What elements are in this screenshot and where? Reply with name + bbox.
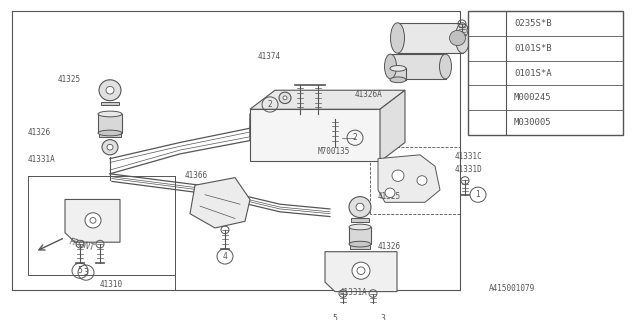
Text: 41331D: 41331D <box>455 164 483 173</box>
Bar <box>351 219 369 222</box>
Text: 0101S*A: 0101S*A <box>514 68 552 78</box>
Text: 1: 1 <box>484 19 490 28</box>
Bar <box>468 12 623 135</box>
Text: 41310A: 41310A <box>408 73 436 82</box>
Text: 3: 3 <box>484 68 490 78</box>
Circle shape <box>106 86 114 94</box>
Bar <box>99 133 121 137</box>
Bar <box>349 227 371 244</box>
Text: 41374: 41374 <box>258 52 281 61</box>
Polygon shape <box>325 252 397 292</box>
Text: 0101S*B: 0101S*B <box>514 44 552 53</box>
Circle shape <box>392 170 404 181</box>
Text: 3: 3 <box>381 314 385 320</box>
Ellipse shape <box>98 111 122 117</box>
Polygon shape <box>378 155 440 202</box>
Polygon shape <box>65 199 120 242</box>
Text: 41331C: 41331C <box>455 152 483 161</box>
Polygon shape <box>250 90 405 109</box>
Ellipse shape <box>349 224 371 230</box>
Circle shape <box>85 213 101 228</box>
Text: 5: 5 <box>484 118 490 127</box>
Ellipse shape <box>390 66 406 71</box>
Circle shape <box>107 144 113 150</box>
Text: A415001079: A415001079 <box>489 284 535 292</box>
Circle shape <box>349 196 371 218</box>
Text: 1: 1 <box>476 190 481 199</box>
Circle shape <box>385 188 395 197</box>
Ellipse shape <box>98 130 122 136</box>
Text: 41326A: 41326A <box>355 91 383 100</box>
Text: 41325: 41325 <box>58 75 81 84</box>
Text: 41366: 41366 <box>185 171 208 180</box>
Text: 5: 5 <box>333 314 337 320</box>
Polygon shape <box>380 90 405 162</box>
Circle shape <box>449 30 465 45</box>
Text: 41325: 41325 <box>378 192 401 201</box>
Bar <box>350 245 370 249</box>
Text: 2: 2 <box>484 44 490 53</box>
Text: 41326: 41326 <box>378 243 401 252</box>
Text: 41331A: 41331A <box>28 155 56 164</box>
Circle shape <box>356 203 364 211</box>
Circle shape <box>99 80 121 101</box>
Polygon shape <box>250 109 380 162</box>
Polygon shape <box>190 178 250 228</box>
Circle shape <box>417 176 427 185</box>
Bar <box>390 68 406 80</box>
Text: 4: 4 <box>223 252 227 261</box>
Circle shape <box>352 262 370 279</box>
Text: M030005: M030005 <box>514 118 552 127</box>
Bar <box>390 54 445 79</box>
Text: 2: 2 <box>353 133 357 142</box>
Text: 0235S*B: 0235S*B <box>514 19 552 28</box>
Ellipse shape <box>349 241 371 247</box>
Bar <box>101 102 119 105</box>
Text: 3: 3 <box>84 268 88 277</box>
Text: 1: 1 <box>472 26 477 35</box>
Text: 41310: 41310 <box>100 280 123 290</box>
Circle shape <box>102 140 118 155</box>
Text: 41331A: 41331A <box>340 288 368 297</box>
Text: 41326: 41326 <box>28 128 51 138</box>
Bar <box>98 114 122 133</box>
Bar <box>397 23 463 53</box>
Text: FRONT: FRONT <box>68 237 95 253</box>
Text: 2: 2 <box>268 100 273 109</box>
Text: M700135: M700135 <box>318 148 350 156</box>
Ellipse shape <box>390 77 406 83</box>
Text: 4: 4 <box>484 93 490 102</box>
Ellipse shape <box>385 54 397 79</box>
Ellipse shape <box>390 23 404 53</box>
Circle shape <box>283 96 287 100</box>
Circle shape <box>279 92 291 104</box>
Text: 5: 5 <box>77 266 83 275</box>
Text: M000245: M000245 <box>514 93 552 102</box>
Ellipse shape <box>440 54 451 79</box>
Ellipse shape <box>456 23 470 53</box>
